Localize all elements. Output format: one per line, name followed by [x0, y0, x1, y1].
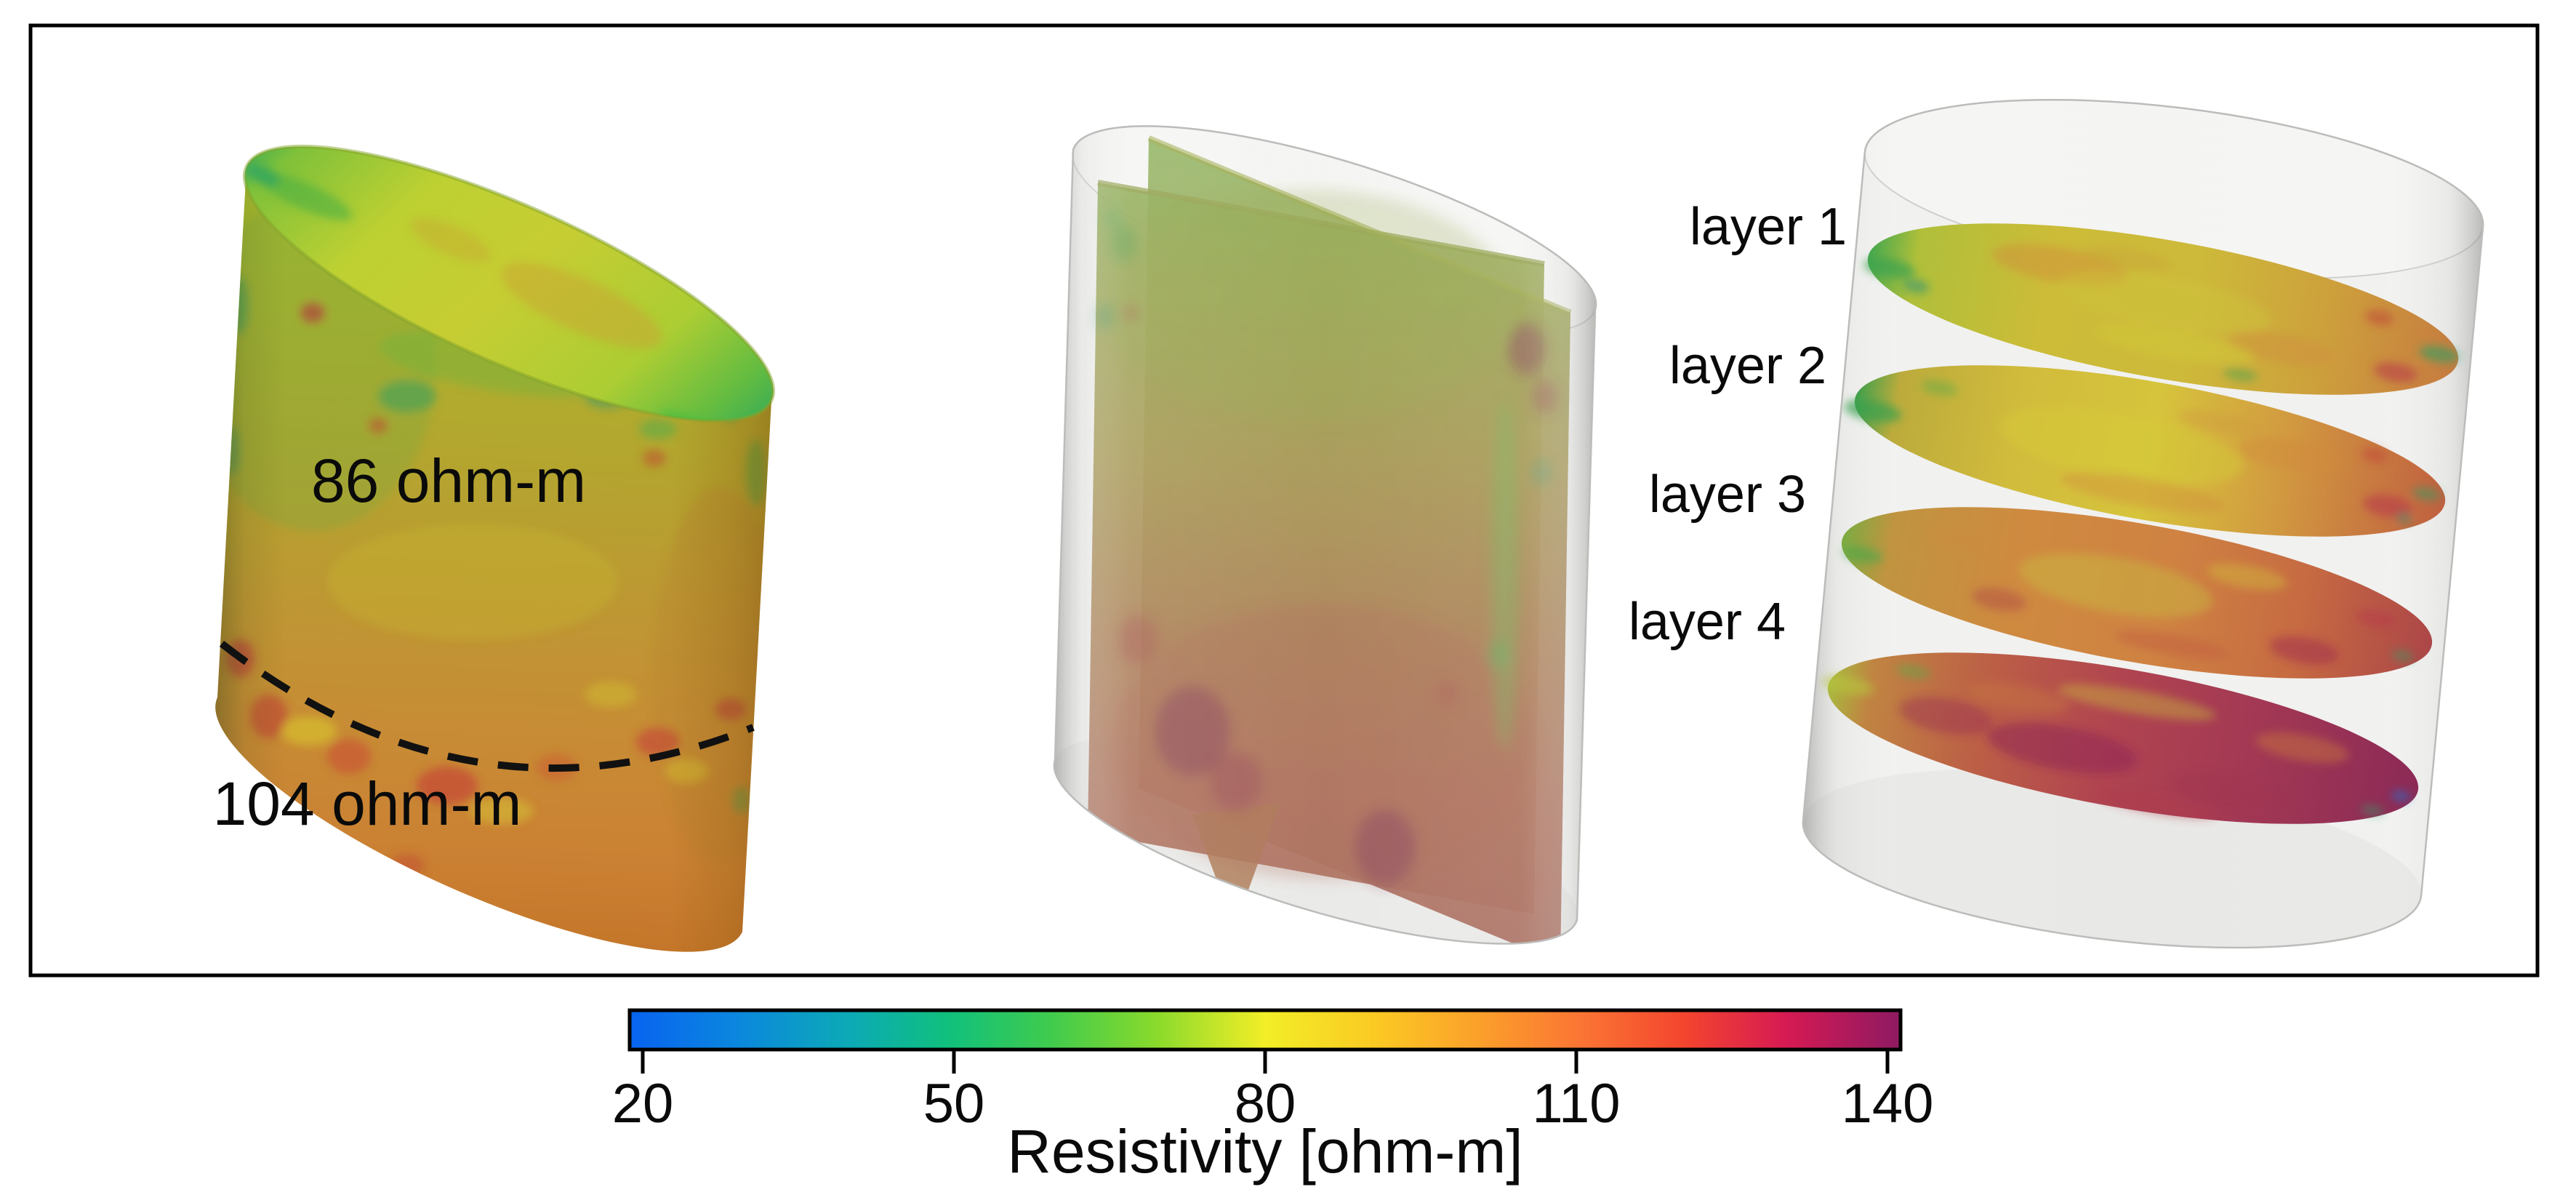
colorbar-tick-label-110: 110 — [1532, 1073, 1620, 1135]
colorbar-tick-label-20: 20 — [612, 1073, 674, 1135]
disc-layer-2 — [1844, 365, 2446, 537]
glass-cylinder-right-outline — [1802, 98, 2484, 949]
dashed-zone-boundary — [219, 641, 755, 772]
colorbar-ticks — [641, 1050, 1890, 1074]
panel-layer-slices: layer 1 layer 2 layer 3 layer 4 — [1629, 98, 2484, 949]
colorbar-tick-label-50: 50 — [923, 1073, 985, 1135]
disc-layer-1 — [1863, 223, 2460, 395]
resistivity-annotation-lower: 104 ohm-m — [213, 770, 522, 838]
panel-cross-sections — [1053, 125, 1597, 945]
colorbar-tick-label-140: 140 — [1842, 1073, 1934, 1135]
colorbar: 20 50 80 110 140 Resistivity [ohm-m] — [612, 1008, 1934, 1186]
colorbar-gradient-bar — [627, 1008, 1903, 1052]
colorbar-tick-label-80: 80 — [1235, 1073, 1296, 1135]
glass-cylinder-mid-front — [1053, 125, 1597, 945]
resistivity-annotation-upper: 86 ohm-m — [311, 447, 586, 515]
layer-label-2: layer 2 — [1669, 337, 1826, 395]
layer-label-1: layer 1 — [1690, 198, 1847, 256]
layer-label-3: layer 3 — [1649, 465, 1806, 524]
layer-label-4: layer 4 — [1629, 593, 1786, 651]
panel-full-surface-model: 86 ohm-m 104 ohm-m — [213, 144, 776, 952]
disc-layer-4 — [1822, 652, 2419, 824]
layer-discs — [1822, 223, 2460, 824]
colorbar-title: Resistivity [ohm-m] — [1007, 1117, 1522, 1186]
disc-layer-3 — [1841, 507, 2433, 679]
